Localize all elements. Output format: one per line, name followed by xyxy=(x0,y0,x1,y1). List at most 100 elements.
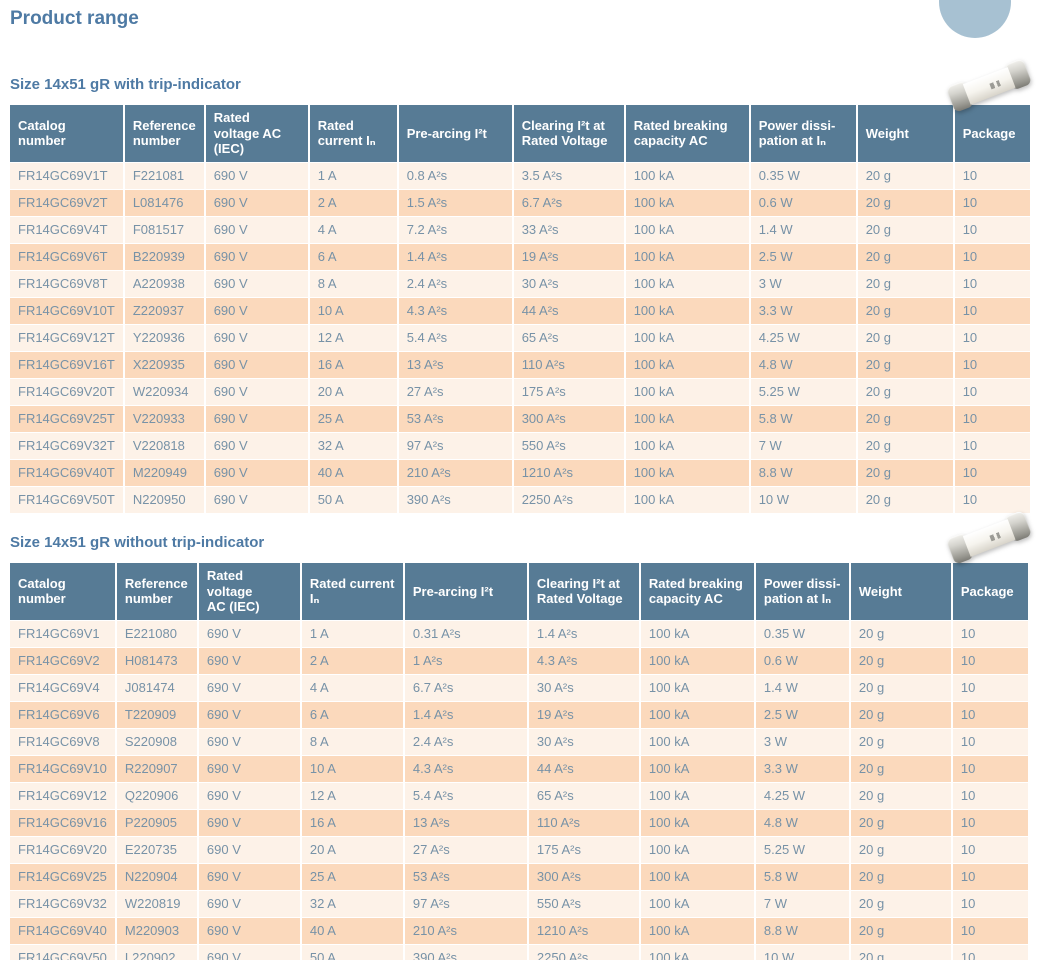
cell: 5.25 W xyxy=(755,836,849,863)
cell: 690 V xyxy=(198,701,300,728)
cell: 5.8 W xyxy=(750,405,856,432)
cell: 10 xyxy=(952,809,1028,836)
cell: FR14GC69V4 xyxy=(10,674,115,701)
cell: 20 g xyxy=(857,189,953,216)
cell: 20 g xyxy=(850,917,951,944)
cell: 40 A xyxy=(309,459,397,486)
cell: 4 A xyxy=(309,216,397,243)
cell: 110 A²s xyxy=(528,809,639,836)
cell: 10 A xyxy=(309,297,397,324)
cell: 20 g xyxy=(850,890,951,917)
cell: N220950 xyxy=(124,486,204,513)
cell: M220903 xyxy=(116,917,197,944)
cell: 690 V xyxy=(205,216,308,243)
cell: V220818 xyxy=(124,432,204,459)
cell: 8 A xyxy=(309,270,397,297)
section-title-without-trip-indicator: Size 14x51 gR without trip-indicator xyxy=(10,534,265,551)
table-row: FR14GC69V20T W220934 690 V 20 A 27 A²s 175 A²… xyxy=(10,378,1030,405)
cell: 300 A²s xyxy=(528,863,639,890)
cell: 10 xyxy=(954,378,1030,405)
cell: L081476 xyxy=(124,189,204,216)
cell: 25 A xyxy=(309,405,397,432)
cell: 65 A²s xyxy=(513,324,624,351)
cell: 20 g xyxy=(857,432,953,459)
section-title-with-trip-indicator: Size 14x51 gR with trip-indicator xyxy=(10,76,241,93)
cell: 100 kA xyxy=(625,324,749,351)
cell: 550 A²s xyxy=(513,432,624,459)
cell: 690 V xyxy=(198,809,300,836)
cell: 100 kA xyxy=(640,836,754,863)
cell: FR14GC69V16T xyxy=(10,351,123,378)
cell: 20 g xyxy=(857,270,953,297)
cell: 100 kA xyxy=(625,243,749,270)
cell: 19 A²s xyxy=(513,243,624,270)
cell: 3.3 W xyxy=(750,297,856,324)
cell: 550 A²s xyxy=(528,890,639,917)
cell: 20 g xyxy=(850,674,951,701)
cell: 690 V xyxy=(198,728,300,755)
cell: 100 kA xyxy=(625,351,749,378)
cell: 10 xyxy=(954,270,1030,297)
cell: W220819 xyxy=(116,890,197,917)
column-header: Clearing I²t at Rated Voltage xyxy=(528,563,639,620)
table-row: FR14GC69V12 Q220906 690 V 12 A 5.4 A²s 65 A²s… xyxy=(10,782,1028,809)
cell: 53 A²s xyxy=(398,405,512,432)
cell: 1 A xyxy=(301,620,403,647)
cell: 690 V xyxy=(205,189,308,216)
cell: 20 g xyxy=(850,944,951,960)
cell: 20 g xyxy=(850,701,951,728)
cell: 110 A²s xyxy=(513,351,624,378)
cell: 19 A²s xyxy=(528,701,639,728)
cell: 7.2 A²s xyxy=(398,216,512,243)
cell: W220934 xyxy=(124,378,204,405)
cell: Z220937 xyxy=(124,297,204,324)
column-header: Pre-arcing I²t xyxy=(398,105,512,162)
cell: 100 kA xyxy=(625,459,749,486)
table-row: FR14GC69V20 E220735 690 V 20 A 27 A²s 175 A²s… xyxy=(10,836,1028,863)
table-row: FR14GC69V50 L220902 690 V 50 A 390 A²s 2250 A… xyxy=(10,944,1028,960)
cell: FR14GC69V50T xyxy=(10,486,123,513)
cell: M220949 xyxy=(124,459,204,486)
cell: 4 A xyxy=(301,674,403,701)
cell: 10 A xyxy=(301,755,403,782)
cell: 20 g xyxy=(857,324,953,351)
cell: F221081 xyxy=(124,162,204,189)
cell: 0.8 A²s xyxy=(398,162,512,189)
cell: 30 A²s xyxy=(528,674,639,701)
cell: 20 g xyxy=(850,809,951,836)
cell: 100 kA xyxy=(625,432,749,459)
cell: 0.6 W xyxy=(750,189,856,216)
cell: 20 g xyxy=(850,620,951,647)
cell: 13 A²s xyxy=(398,351,512,378)
cell: 20 g xyxy=(857,378,953,405)
cell: 690 V xyxy=(198,890,300,917)
cell: 10 xyxy=(952,890,1028,917)
column-header: Catalog number xyxy=(10,563,115,620)
cell: 1.5 A²s xyxy=(398,189,512,216)
cell: 690 V xyxy=(198,863,300,890)
cell: 10 xyxy=(952,674,1028,701)
cell: 16 A xyxy=(309,351,397,378)
table-row: FR14GC69V12T Y220936 690 V 12 A 5.4 A²s 65 A²… xyxy=(10,324,1030,351)
cell: FR14GC69V2 xyxy=(10,647,115,674)
cell: 690 V xyxy=(198,836,300,863)
cell: 20 A xyxy=(301,836,403,863)
cell: 8.8 W xyxy=(755,917,849,944)
column-header: Catalog number xyxy=(10,105,123,162)
cell: Q220906 xyxy=(116,782,197,809)
cell: 100 kA xyxy=(640,917,754,944)
cell: 10 xyxy=(954,351,1030,378)
cell: 2 A xyxy=(309,189,397,216)
cell: 10 W xyxy=(750,486,856,513)
cell: 10 xyxy=(952,728,1028,755)
cell: 10 xyxy=(954,243,1030,270)
product-table-with-trip-indicator: Catalog number Reference number Rated volt… xyxy=(8,104,1032,514)
cell: 100 kA xyxy=(640,809,754,836)
cell: 2.5 W xyxy=(755,701,849,728)
cell: 5.8 W xyxy=(755,863,849,890)
cell: 10 xyxy=(954,162,1030,189)
table-row: FR14GC69V32 W220819 690 V 32 A 97 A²s 550 A²s… xyxy=(10,890,1028,917)
